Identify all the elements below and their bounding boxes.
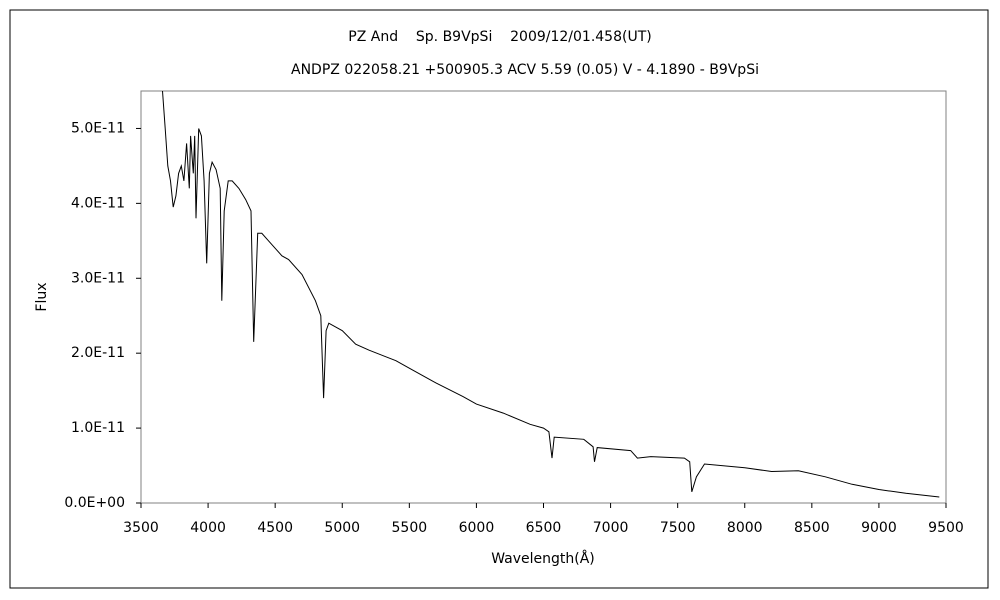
- x-tick-label: 7500: [660, 520, 696, 536]
- x-tick-label: 3500: [123, 520, 159, 536]
- y-tick-label: 5.0E-11: [71, 120, 125, 136]
- y-tick-label: 3.0E-11: [71, 270, 125, 286]
- x-tick-label: 5000: [324, 520, 360, 536]
- x-tick-label: 8500: [794, 520, 830, 536]
- x-axis-label: Wavelength(Å): [491, 550, 595, 567]
- y-tick-label: 4.0E-11: [71, 195, 125, 211]
- x-tick-label: 8000: [727, 520, 763, 536]
- x-tick-label: 9000: [861, 520, 897, 536]
- y-tick-label: 0.0E+00: [64, 495, 125, 511]
- x-tick-label: 5500: [392, 520, 428, 536]
- x-tick-label: 7000: [593, 520, 629, 536]
- y-tick-label: 2.0E-11: [71, 345, 125, 361]
- spectrum-line: [162, 90, 940, 498]
- chart-title: PZ And Sp. B9VpSi 2009/12/01.458(UT): [348, 29, 651, 45]
- y-axis-label: Flux: [34, 282, 50, 311]
- x-tick-label: 6500: [526, 520, 562, 536]
- y-tick-label: 1.0E-11: [71, 420, 125, 436]
- chart-subtitle: ANDPZ 022058.21 +500905.3 ACV 5.59 (0.05…: [291, 62, 759, 78]
- x-tick-label: 4500: [257, 520, 293, 536]
- x-tick-label: 4000: [190, 520, 226, 536]
- chart-frame: [9, 9, 989, 589]
- x-tick-label: 6000: [459, 520, 495, 536]
- x-tick-label: 9500: [928, 520, 964, 536]
